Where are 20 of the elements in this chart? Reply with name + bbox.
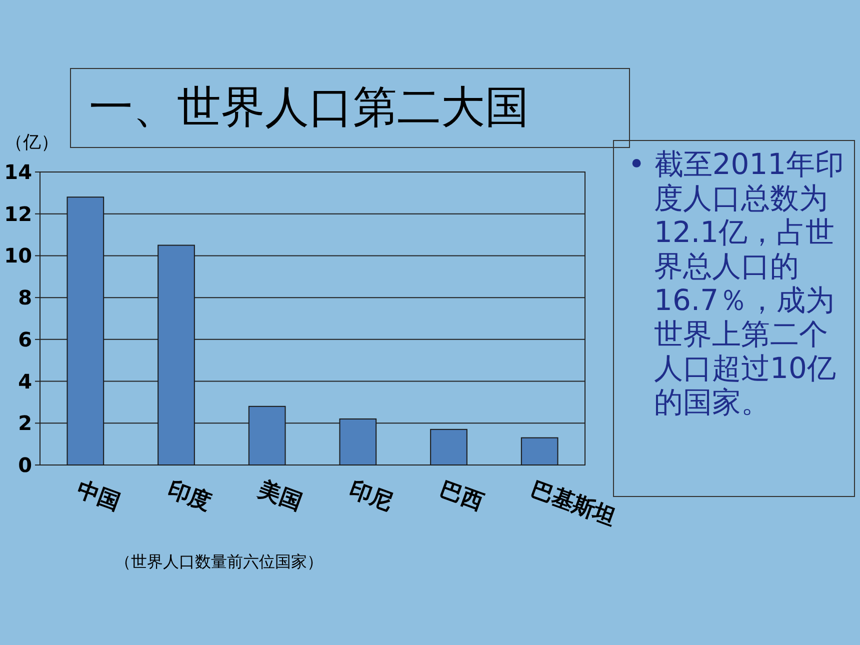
x-tick-label: 巴西 — [436, 477, 487, 516]
x-tick-label: 印度 — [164, 476, 214, 516]
x-tick-label: 中国 — [73, 477, 124, 516]
bar — [430, 428, 468, 466]
text: • 截至2011年印度人口总数为12.1亿，占世界总人口的16.7％，成为世界上第二个人口超过10亿的国家。 — [628, 147, 844, 419]
y-tick-label: 14 — [4, 160, 32, 184]
x-tick-label: 美国 — [254, 476, 306, 516]
y-tick-label: 8 — [18, 286, 32, 310]
y-tick-label: 6 — [18, 327, 32, 352]
y-tick-label: 10 — [4, 244, 32, 268]
x-tick-label: 巴基斯坦 — [528, 477, 619, 531]
y-tick-label: 0 — [18, 453, 32, 477]
y-tick-label: 4 — [18, 369, 32, 394]
y-tick-label: 12 — [4, 202, 32, 226]
chart-title: 一、世界人口第二大国 — [70, 68, 630, 148]
bar — [520, 437, 558, 466]
x-tick-label: 印尼 — [346, 477, 396, 516]
y-tick-label: 2 — [18, 411, 32, 436]
y-axis-title: （亿） — [5, 132, 59, 153]
text: （世界人口数量前六位国家） — [115, 552, 323, 573]
